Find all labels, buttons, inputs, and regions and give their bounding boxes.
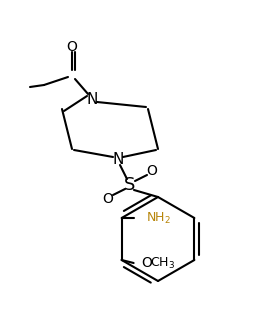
Text: CH$_3$: CH$_3$ [150,255,175,270]
Text: O: O [147,164,157,178]
Text: S: S [124,176,136,194]
Text: NH$_2$: NH$_2$ [146,211,171,226]
Text: O: O [142,256,152,270]
Text: O: O [103,192,113,206]
Text: N: N [112,152,124,167]
Text: O: O [67,40,77,54]
Text: N: N [86,92,98,107]
